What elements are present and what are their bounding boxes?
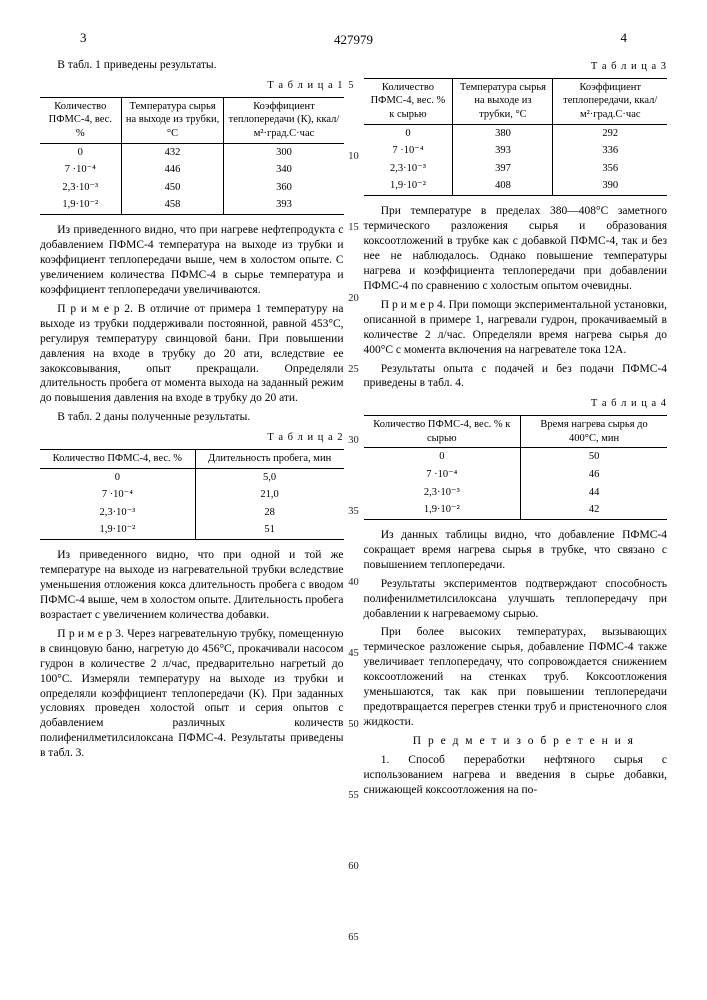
t2-cell: 1,9·10⁻² [40,521,195,539]
t3-cell: 0 [364,124,453,142]
line-num: 25 [348,364,359,375]
t2-cell: 28 [195,504,343,522]
t1-h1: Количество ПФМС-4, вес. % [40,97,121,143]
t1-cell: 393 [224,196,344,214]
t4-h2: Время нагрева сырья до 400°С, мин [521,416,667,448]
t3-cell: 390 [553,177,667,195]
t1-cell: 0 [40,143,121,161]
t2-intro: В табл. 2 даны полученные результаты. [40,410,344,425]
table-1: Количество ПФМС-4, вес. % Температура сы… [40,97,344,215]
table-4: Количество ПФМС-4, вес. % к сырью Время … [364,415,668,520]
t3-cell: 397 [453,160,553,178]
t3-h3: Коэффициент теплопередачи, ккал/м²·град.… [553,78,667,124]
t2-h2: Длительность пробега, мин [195,449,343,468]
t3-cell: 380 [453,124,553,142]
t4-cell: 0 [364,448,521,466]
line-num: 60 [348,861,359,872]
para-after-t4: Из данных таблицы видно, что добавление … [364,528,668,573]
t3-cell: 356 [553,160,667,178]
table3-caption: Т а б л и ц а 3 [364,60,668,74]
t2-cell: 0 [40,468,195,486]
t4-cell: 44 [521,484,667,502]
intro-text: В табл. 1 приведены результаты. [40,58,344,73]
line-num: 30 [348,435,359,446]
table-3: Количество ПФМС-4, вес. % к сырью Темпер… [364,78,668,196]
t3-cell: 7 ·10⁻⁴ [364,142,453,160]
t4-cell: 42 [521,501,667,519]
t1-h3: Коэффициент теплопередачи (К), ккал/м²·г… [224,97,344,143]
t1-cell: 7 ·10⁻⁴ [40,161,121,179]
t4-cell: 46 [521,466,667,484]
left-column: В табл. 1 приведены результаты. Т а б л … [40,54,344,802]
t1-cell: 446 [121,161,224,179]
line-num: 40 [348,577,359,588]
t2-cell: 7 ·10⁻⁴ [40,486,195,504]
t1-cell: 2,3·10⁻³ [40,179,121,197]
example-3: П р и м е р 3. Через нагревательную труб… [40,627,344,761]
para-results: Результаты экспериментов подтверждают сп… [364,577,668,622]
line-number-gutter: 5 10 15 20 25 30 35 40 45 50 55 60 65 [348,80,359,943]
t1-cell: 450 [121,179,224,197]
example-4: П р и м е р 4. При помощи эксперименталь… [364,298,668,358]
claims-title: П р е д м е т и з о б р е т е н и я [364,734,668,749]
t1-cell: 432 [121,143,224,161]
table4-caption: Т а б л и ц а 4 [364,397,668,411]
t2-cell: 2,3·10⁻³ [40,504,195,522]
line-num: 55 [348,790,359,801]
t3-cell: 2,3·10⁻³ [364,160,453,178]
t3-cell: 408 [453,177,553,195]
line-num: 5 [348,80,359,91]
t3-cell: 292 [553,124,667,142]
t3-h2: Температура сырья на выходе из трубки, °… [453,78,553,124]
t1-cell: 1,9·10⁻² [40,196,121,214]
t4-cell: 1,9·10⁻² [364,501,521,519]
t1-cell: 340 [224,161,344,179]
table2-caption: Т а б л и ц а 2 [40,431,344,445]
t3-h1: Количество ПФМС-4, вес. % к сырью [364,78,453,124]
document-number: 427979 [40,32,667,48]
para-high-temp: При более высоких температурах, вызывающ… [364,625,668,730]
line-num: 50 [348,719,359,730]
t4-cell: 7 ·10⁻⁴ [364,466,521,484]
t4-cell: 50 [521,448,667,466]
table1-caption: Т а б л и ц а 1 [40,79,344,93]
t1-h2: Температура сырья на выходе из трубки, °… [121,97,224,143]
t3-cell: 1,9·10⁻² [364,177,453,195]
line-num: 45 [348,648,359,659]
line-num: 65 [348,932,359,943]
t1-cell: 300 [224,143,344,161]
t3-cell: 393 [453,142,553,160]
t4-intro: Результаты опыта с подачей и без подачи … [364,362,668,392]
table-2: Количество ПФМС-4, вес. % Длительность п… [40,449,344,540]
para-after-t3: При температуре в пределах 380—408°С зам… [364,204,668,294]
para-after-t1: Из приведенного видно, что при нагреве н… [40,223,344,298]
claim-1: 1. Способ переработки нефтяного сырья с … [364,753,668,798]
t2-cell: 21,0 [195,486,343,504]
example-2: П р и м е р 2. В отличие от примера 1 те… [40,302,344,407]
page-num-left: 3 [80,30,87,46]
right-column: Т а б л и ц а 3 Количество ПФМС-4, вес. … [364,54,668,802]
page: 3 4 427979 5 10 15 20 25 30 35 40 45 50 … [0,0,707,1000]
t3-cell: 336 [553,142,667,160]
t4-cell: 2,3·10⁻³ [364,484,521,502]
page-num-right: 4 [621,30,628,46]
t2-cell: 51 [195,521,343,539]
t2-h1: Количество ПФМС-4, вес. % [40,449,195,468]
t1-cell: 458 [121,196,224,214]
line-num: 35 [348,506,359,517]
para-after-t2: Из приведенного видно, что при одной и т… [40,548,344,623]
line-num: 15 [348,222,359,233]
line-num: 10 [348,151,359,162]
line-num: 20 [348,293,359,304]
t4-h1: Количество ПФМС-4, вес. % к сырью [364,416,521,448]
t2-cell: 5,0 [195,468,343,486]
t1-cell: 360 [224,179,344,197]
